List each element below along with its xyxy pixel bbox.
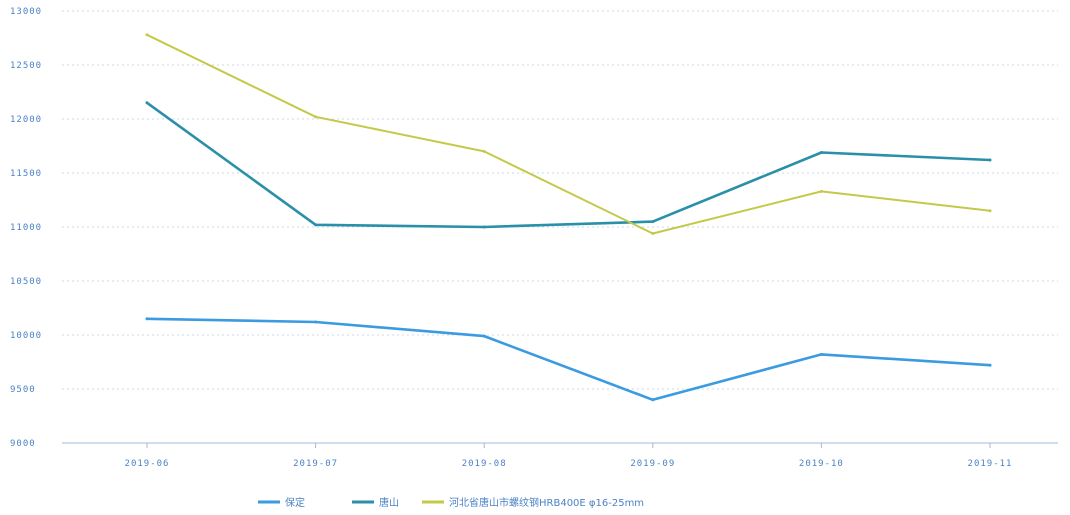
x-axis-ticks: 2019-06 2019-07 2019-08 2019-09 2019-10 2019-…: [125, 443, 1013, 469]
data-point: [482, 334, 486, 338]
y-tick-label: 12500: [10, 61, 42, 71]
y-tick-label: 9000: [10, 439, 36, 449]
data-point: [651, 231, 655, 235]
data-point: [482, 225, 486, 229]
data-point: [988, 209, 992, 213]
data-point: [819, 150, 823, 154]
grid-lines: [62, 10, 1058, 390]
x-tick-label: 2019-10: [799, 459, 844, 469]
data-point: [988, 363, 992, 367]
y-tick-label: 10500: [10, 277, 42, 287]
data-point: [988, 158, 992, 162]
x-tick-label: 2019-08: [462, 459, 507, 469]
data-point: [819, 352, 823, 356]
y-tick-label: 10000: [10, 331, 42, 341]
series-line-2: [145, 101, 992, 229]
y-tick-label: 13000: [10, 7, 42, 17]
x-tick-label: 2019-11: [968, 459, 1013, 469]
x-tick-label: 2019-06: [125, 459, 170, 469]
series-line-1: [145, 317, 992, 402]
y-tick-label: 9500: [10, 385, 36, 395]
y-axis-tick-labels: 9000 9500 10000 10500 11000 11500 12000 12500 13…: [10, 7, 42, 449]
legend-label: 河北省唐山市螺纹钢HRB400E φ16-25mm: [449, 496, 644, 509]
data-point: [145, 101, 149, 105]
data-point: [314, 223, 318, 227]
legend-label: 唐山: [379, 496, 399, 509]
data-point: [482, 149, 486, 153]
x-tick-label: 2019-09: [630, 459, 675, 469]
data-point: [145, 33, 149, 37]
series-line-3: [146, 33, 991, 235]
data-point: [651, 398, 655, 402]
data-point: [819, 189, 823, 193]
legend-label: 保定: [285, 496, 305, 509]
data-point: [314, 320, 318, 324]
series-lines: [145, 33, 992, 402]
y-tick-label: 11000: [10, 223, 42, 233]
x-tick-label: 2019-07: [293, 459, 338, 469]
data-point: [145, 317, 149, 321]
data-point: [651, 220, 655, 224]
legend: 保定 唐山 河北省唐山市螺纹钢HRB400E φ16-25mm: [258, 496, 644, 509]
data-point: [314, 115, 318, 119]
y-tick-label: 11500: [10, 169, 42, 179]
y-tick-label: 12000: [10, 115, 42, 125]
